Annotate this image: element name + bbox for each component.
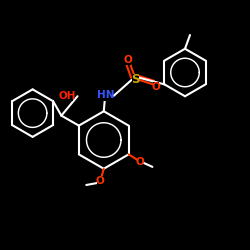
Text: O: O [123, 55, 132, 65]
Text: O: O [96, 176, 104, 186]
FancyBboxPatch shape [62, 91, 72, 101]
FancyBboxPatch shape [124, 55, 130, 65]
Text: O: O [152, 82, 160, 92]
Text: HN: HN [98, 90, 115, 101]
FancyBboxPatch shape [137, 157, 143, 167]
Text: OH: OH [59, 91, 76, 101]
FancyBboxPatch shape [101, 90, 111, 101]
Text: S: S [131, 73, 140, 86]
FancyBboxPatch shape [132, 74, 139, 85]
FancyBboxPatch shape [97, 176, 103, 186]
FancyBboxPatch shape [152, 82, 159, 92]
Text: O: O [136, 157, 144, 167]
